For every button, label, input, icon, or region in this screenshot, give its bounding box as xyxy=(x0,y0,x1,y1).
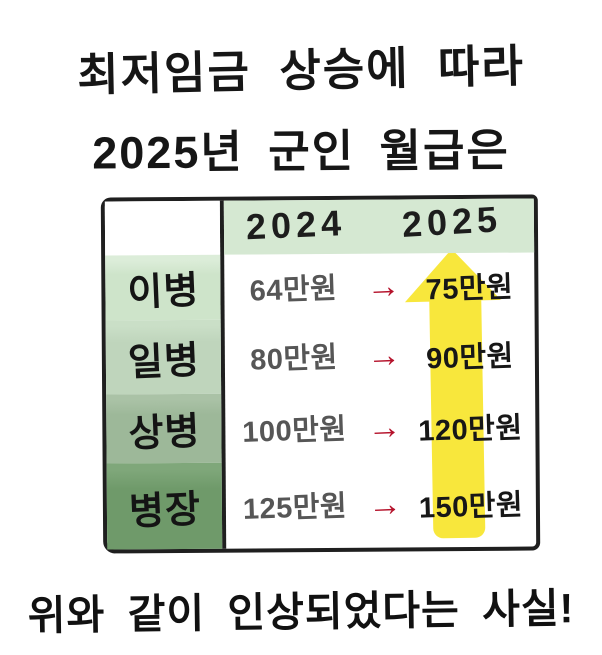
salary-table: 이병 일병 상병 병장 2024 2025 64만원 → xyxy=(100,194,541,554)
salary-2024-value: 100만원 xyxy=(241,412,348,449)
rank-cell-sergeant: 병장 xyxy=(106,462,223,550)
rank-label: 이병 xyxy=(126,269,200,315)
salary-2024-value: 64만원 xyxy=(249,272,338,308)
salary-2025-value: 150만원 xyxy=(418,489,524,525)
salary-2024-value: 80만원 xyxy=(249,341,339,377)
rank-label: 병장 xyxy=(127,488,202,534)
rank-header-cell xyxy=(104,200,221,256)
title-line-2: 2025년 군인 월급은 xyxy=(92,124,510,179)
increase-arrow-icon: → xyxy=(366,335,402,376)
column-header-2024: 2024 xyxy=(245,202,347,248)
table-row: 100만원 → 120만원 xyxy=(225,392,535,463)
increase-arrow-icon: → xyxy=(365,266,402,306)
increase-arrow-icon: → xyxy=(366,407,403,447)
salary-2024-value: 125만원 xyxy=(242,490,348,526)
title-block: 최저임금 상승에 따라 2025년 군인 월급은 xyxy=(0,34,602,180)
table-row: 64만원 → 75만원 xyxy=(224,253,534,320)
salary-2025-value: 75만원 xyxy=(425,271,514,306)
year-header-row: 2024 2025 xyxy=(223,198,535,255)
title-line-1: 최저임금 상승에 따라 xyxy=(76,40,526,101)
footer-note: 위와 같이 인상되었다는 사실! xyxy=(27,585,575,639)
salary-2025-value: 120만원 xyxy=(417,411,524,448)
table-row: 125만원 → 150만원 xyxy=(226,461,537,549)
increase-arrow-icon: → xyxy=(367,484,403,525)
rank-column: 이병 일병 상병 병장 xyxy=(104,200,227,550)
salary-2025-value: 90만원 xyxy=(425,340,515,376)
rank-cell-private-first-class: 일병 xyxy=(105,319,222,395)
column-header-2025: 2025 xyxy=(400,198,504,246)
rank-cell-corporal: 상병 xyxy=(106,393,222,464)
salary-data-column: 2024 2025 64만원 → 75만원 80만원 → 90만원 100만원 … xyxy=(223,198,537,549)
rank-label: 일병 xyxy=(126,339,201,385)
rank-label: 상병 xyxy=(127,410,201,456)
table-row: 80만원 → 90만원 xyxy=(225,318,536,394)
rank-cell-private: 이병 xyxy=(105,254,221,321)
